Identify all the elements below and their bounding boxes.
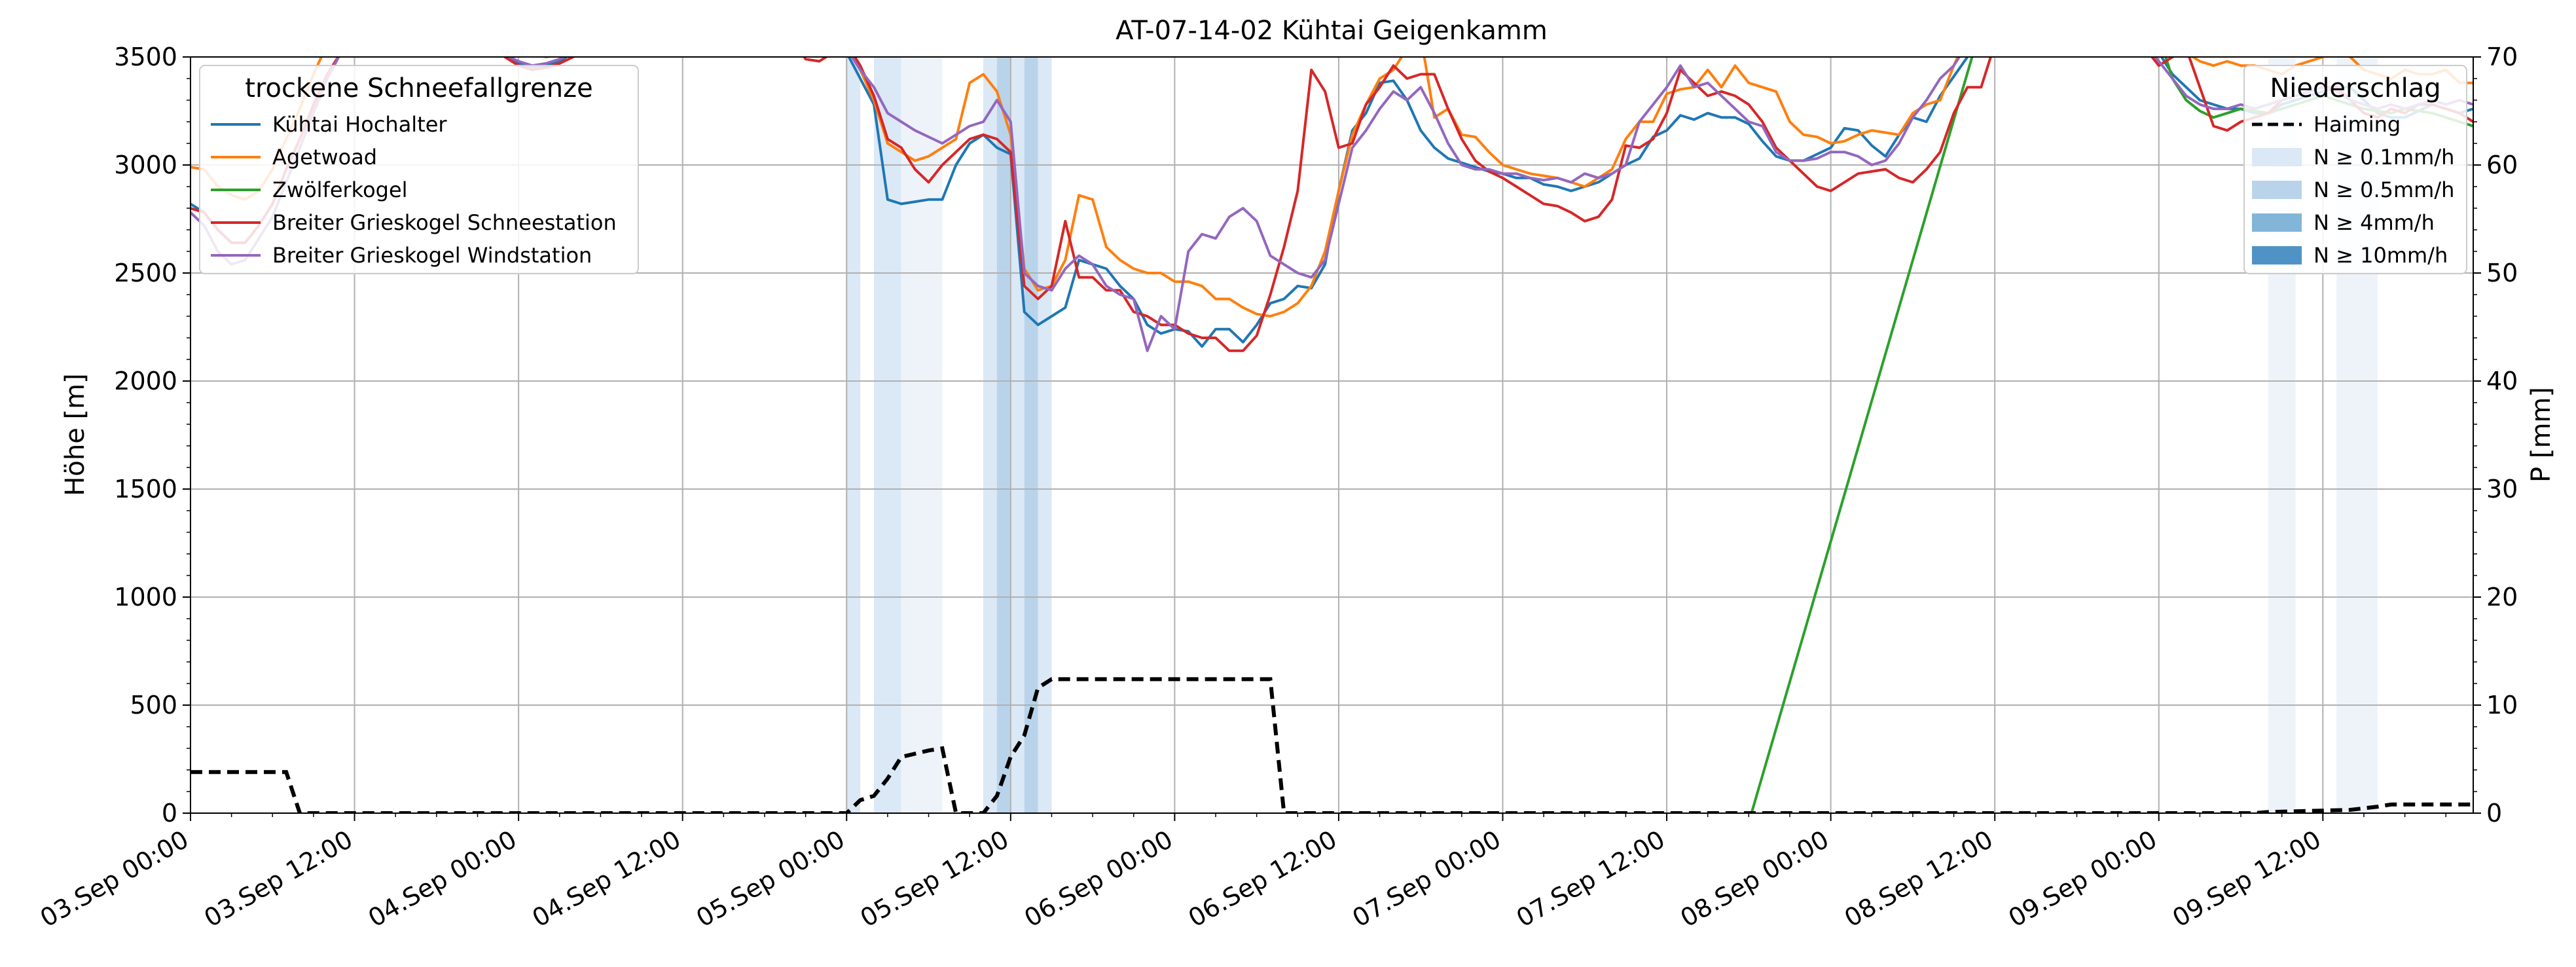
legend-label-n-0-1mm-h: N ≥ 0.1mm/h	[2313, 145, 2454, 170]
legend-snow-box	[199, 65, 639, 274]
x-tick-label-12: 09.Sep 00:00	[2004, 825, 2162, 933]
y2-tick-label-3: 30	[2486, 475, 2518, 503]
y-tick-label-5: 2500	[114, 259, 177, 287]
y-tick-label-6: 3000	[114, 151, 177, 179]
precip-line-haiming	[190, 677, 2473, 813]
precip-band-0	[846, 57, 861, 813]
x-tick-label-5: 05.Sep 12:00	[856, 825, 1014, 933]
legend-swatch-n-10mm-h	[2252, 246, 2302, 265]
legend-precip-title: Niederschlag	[2270, 73, 2440, 103]
precip-band-3	[983, 57, 997, 813]
legend-label-breiter-grieskogel-schneestation: Breiter Grieskogel Schneestation	[272, 210, 617, 235]
legend-label-haiming: Haiming	[2313, 112, 2401, 137]
precip-band-7	[1038, 57, 1052, 813]
precip-band-1	[874, 57, 901, 813]
precipitation-line	[190, 677, 2473, 813]
legend-swatch-n-0-1mm-h	[2252, 148, 2302, 166]
x-tick-label-2: 04.Sep 00:00	[363, 825, 522, 933]
legend-label-breiter-grieskogel-windstation: Breiter Grieskogel Windstation	[272, 243, 592, 268]
y-tick-label-7: 3500	[114, 43, 177, 71]
y-tick-label-4: 2000	[114, 367, 177, 395]
x-tick-label-3: 04.Sep 12:00	[528, 825, 686, 933]
y-tick-label-1: 500	[130, 691, 177, 720]
x-tick-label-6: 06.Sep 00:00	[1019, 825, 1178, 933]
y-axis-label: Höhe [m]	[60, 373, 90, 496]
y2-tick-label-1: 10	[2486, 691, 2518, 720]
legend-label-zw-lferkogel: Zwölferkogel	[272, 177, 408, 202]
legend-swatch-n-0-5mm-h	[2252, 181, 2302, 199]
legend-label-n-10mm-h: N ≥ 10mm/h	[2313, 243, 2448, 268]
y2-tick-label-6: 60	[2486, 151, 2518, 179]
legend-label-n-4mm-h: N ≥ 4mm/h	[2313, 210, 2435, 235]
legend-precip: Niederschlag Haiming N ≥ 0.1mm/h N ≥ 0.5mm…	[2243, 65, 2467, 274]
y2-axis-label: P [mm]	[2526, 387, 2556, 483]
legend-snow-title: trockene Schneefallgrenze	[245, 73, 592, 103]
y-tick-label-2: 1000	[114, 583, 177, 611]
x-tick-label-7: 06.Sep 12:00	[1184, 825, 1342, 933]
x-tick-label-9: 07.Sep 12:00	[1512, 825, 1670, 933]
x-tick-label-0: 03.Sep 00:00	[35, 825, 194, 933]
chart-title: AT-07-14-02 Kühtai Geigenkamm	[1116, 16, 1548, 46]
x-tick-label-8: 07.Sep 00:00	[1347, 825, 1506, 933]
x-tick-label-13: 09.Sep 12:00	[2168, 825, 2326, 933]
y-tick-label-3: 1500	[114, 475, 177, 503]
y2-tick-label-5: 50	[2486, 259, 2518, 287]
precip-band-4	[996, 57, 1011, 813]
precip-band-6	[1024, 57, 1038, 813]
legend-label-k-htai-hochalter: Kühtai Hochalter	[272, 112, 447, 137]
series-line-breiter-grieskogel-schneestation	[190, 57, 2473, 352]
y2-tick-label-2: 20	[2486, 583, 2518, 611]
x-tick-label-1: 03.Sep 12:00	[199, 825, 357, 933]
x-tick-label-10: 08.Sep 00:00	[1675, 825, 1834, 933]
legend-label-agetwoad: Agetwoad	[272, 145, 377, 170]
y-tick-label-0: 0	[162, 799, 177, 828]
plot-frame	[190, 56, 2474, 814]
y2-tick-label-0: 0	[2486, 799, 2502, 828]
legend-snow: trockene Schneefallgrenze Kühtai Hochalt…	[199, 65, 639, 274]
y2-tick-label-4: 40	[2486, 367, 2518, 395]
legend-swatch-n-4mm-h	[2252, 213, 2302, 232]
series-line-breiter-grieskogel-windstation	[190, 57, 2473, 352]
x-tick-label-4: 05.Sep 00:00	[691, 825, 850, 933]
legend-label-n-0-5mm-h: N ≥ 0.5mm/h	[2313, 177, 2454, 202]
y2-tick-label-7: 70	[2486, 43, 2518, 71]
x-tick-label-11: 08.Sep 12:00	[1840, 825, 1998, 933]
precip-band-2	[901, 57, 943, 813]
precipitation-bands	[846, 57, 2378, 813]
